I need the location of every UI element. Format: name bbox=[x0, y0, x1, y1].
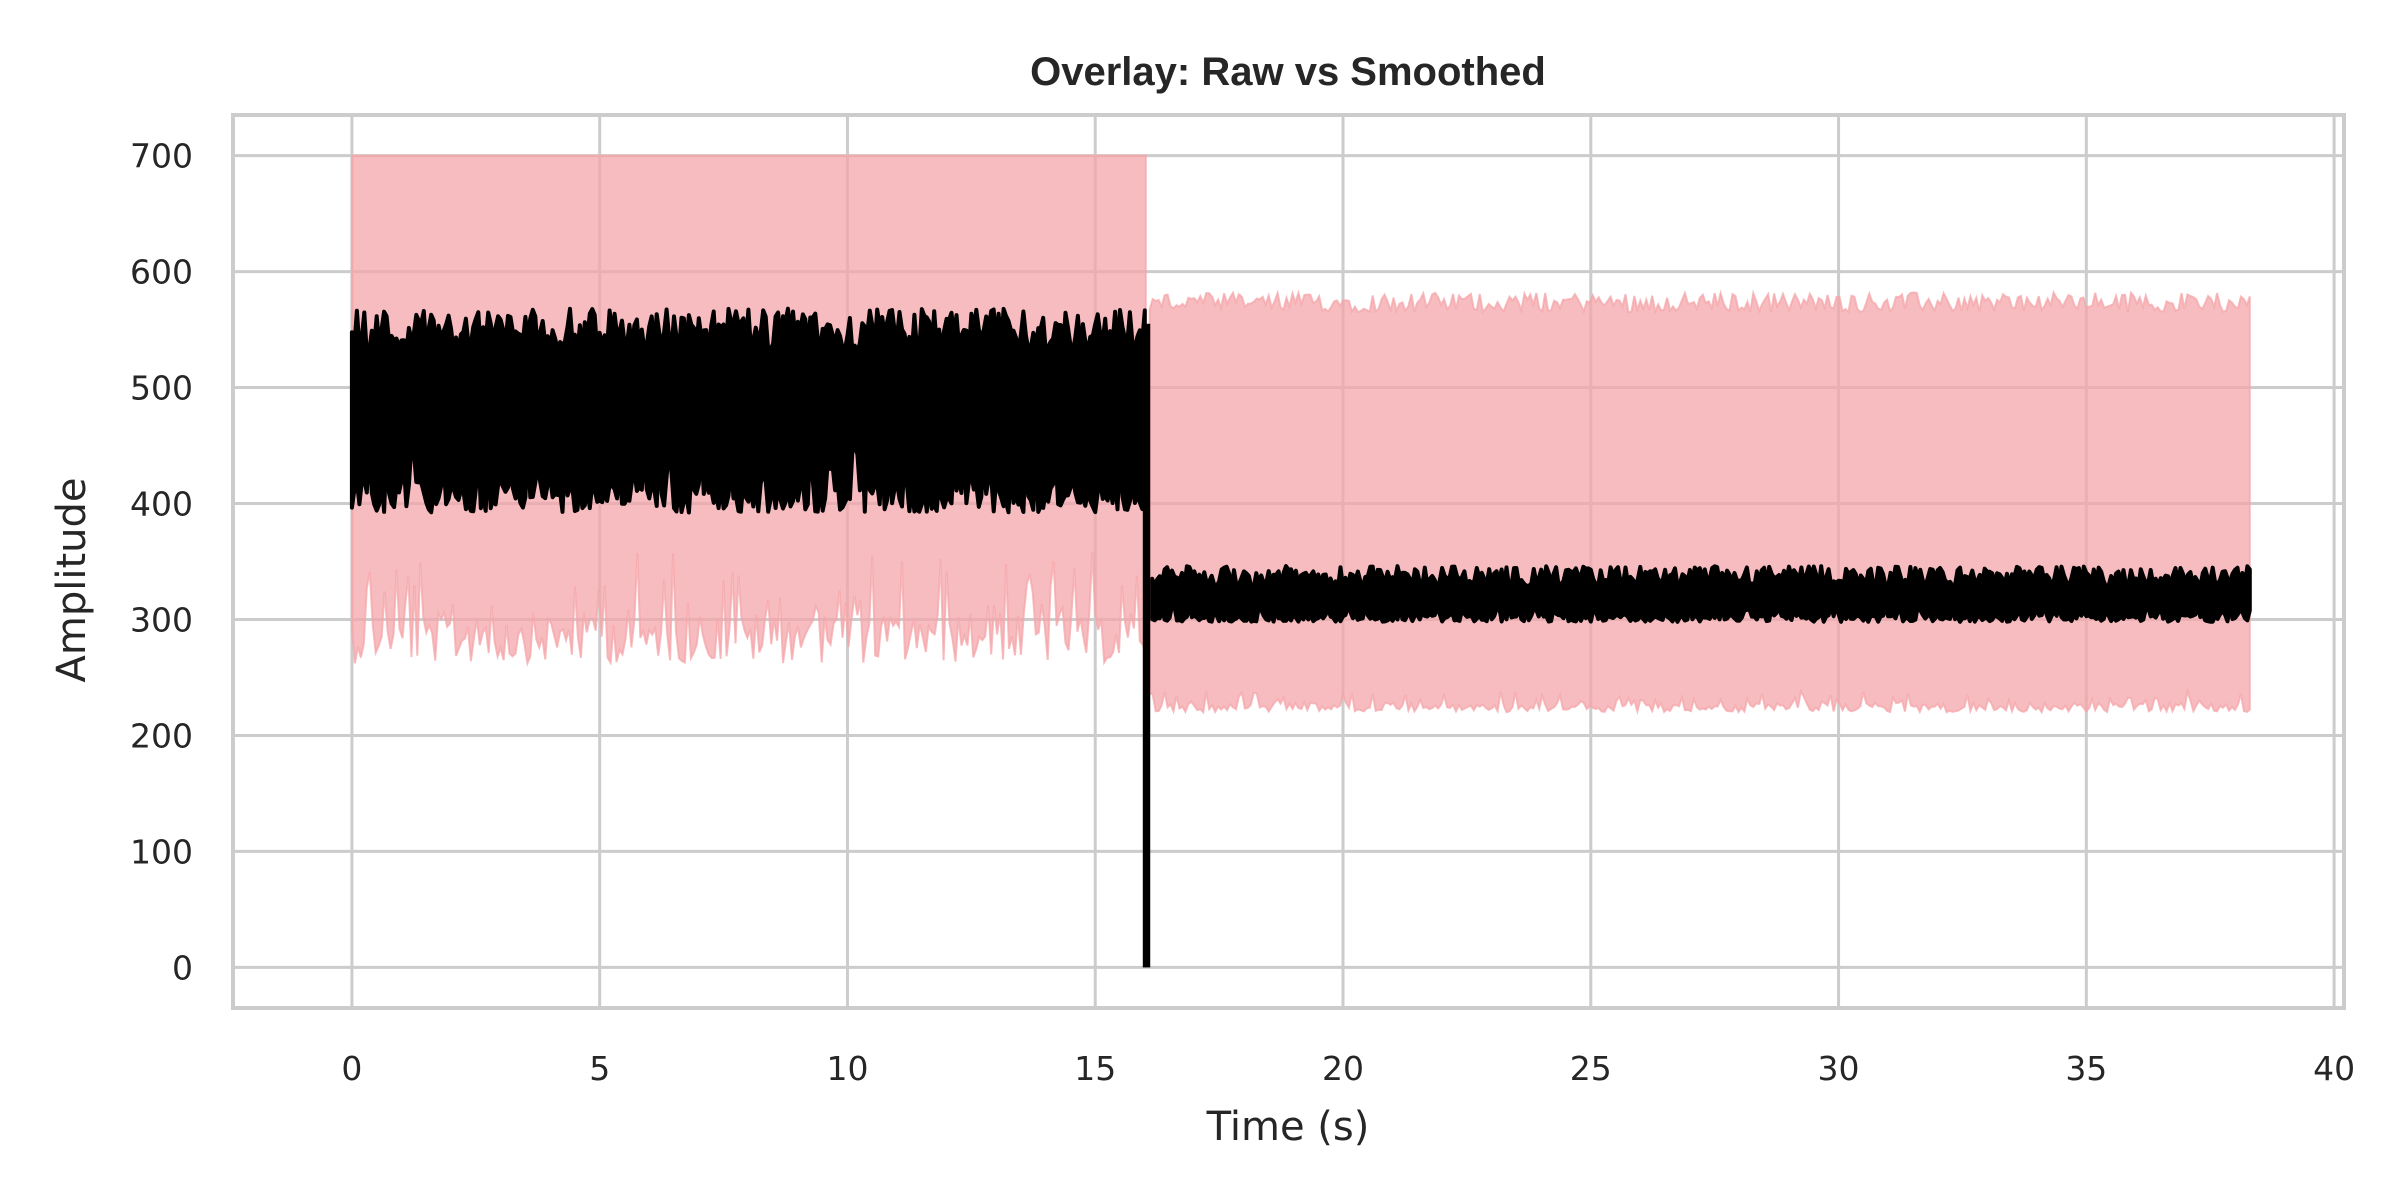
y-tick-label: 600 bbox=[130, 253, 193, 292]
x-tick-label: 35 bbox=[2065, 1049, 2107, 1088]
x-tick-labels: 0 5 10 15 20 25 30 35 40 bbox=[341, 1049, 2355, 1088]
y-tick-label: 200 bbox=[130, 716, 193, 755]
x-tick-label: 40 bbox=[2313, 1049, 2355, 1088]
x-tick-label: 15 bbox=[1074, 1049, 1116, 1088]
x-tick-label: 0 bbox=[341, 1049, 362, 1088]
x-tick-label: 5 bbox=[589, 1049, 610, 1088]
plot-frame bbox=[231, 113, 2346, 1010]
y-tick-label: 100 bbox=[130, 832, 193, 871]
y-tick-label: 500 bbox=[130, 369, 193, 408]
smoothed-signal-series bbox=[349, 306, 2252, 968]
y-tick-label: 400 bbox=[130, 485, 193, 524]
raw-signal-area bbox=[1148, 289, 2251, 716]
x-tick-label: 30 bbox=[1818, 1049, 1860, 1088]
y-axis-label: Amplitude bbox=[49, 478, 95, 683]
smoothed-signal-drop bbox=[1142, 323, 1151, 968]
y-tick-label: 0 bbox=[172, 948, 193, 987]
chart-title: Overlay: Raw vs Smoothed bbox=[1030, 50, 1546, 94]
smoothed-signal-area bbox=[349, 306, 1147, 515]
x-tick-label: 25 bbox=[1570, 1049, 1612, 1088]
x-tick-label: 20 bbox=[1322, 1049, 1364, 1088]
y-tick-label: 300 bbox=[130, 600, 193, 639]
x-axis-label: Time (s) bbox=[1206, 1104, 1370, 1150]
y-tick-labels: 0 100 200 300 400 500 600 700 bbox=[130, 137, 193, 988]
smoothed-signal-area bbox=[1150, 564, 2252, 624]
y-tick-label: 700 bbox=[130, 137, 193, 176]
x-tick-label: 10 bbox=[826, 1049, 868, 1088]
